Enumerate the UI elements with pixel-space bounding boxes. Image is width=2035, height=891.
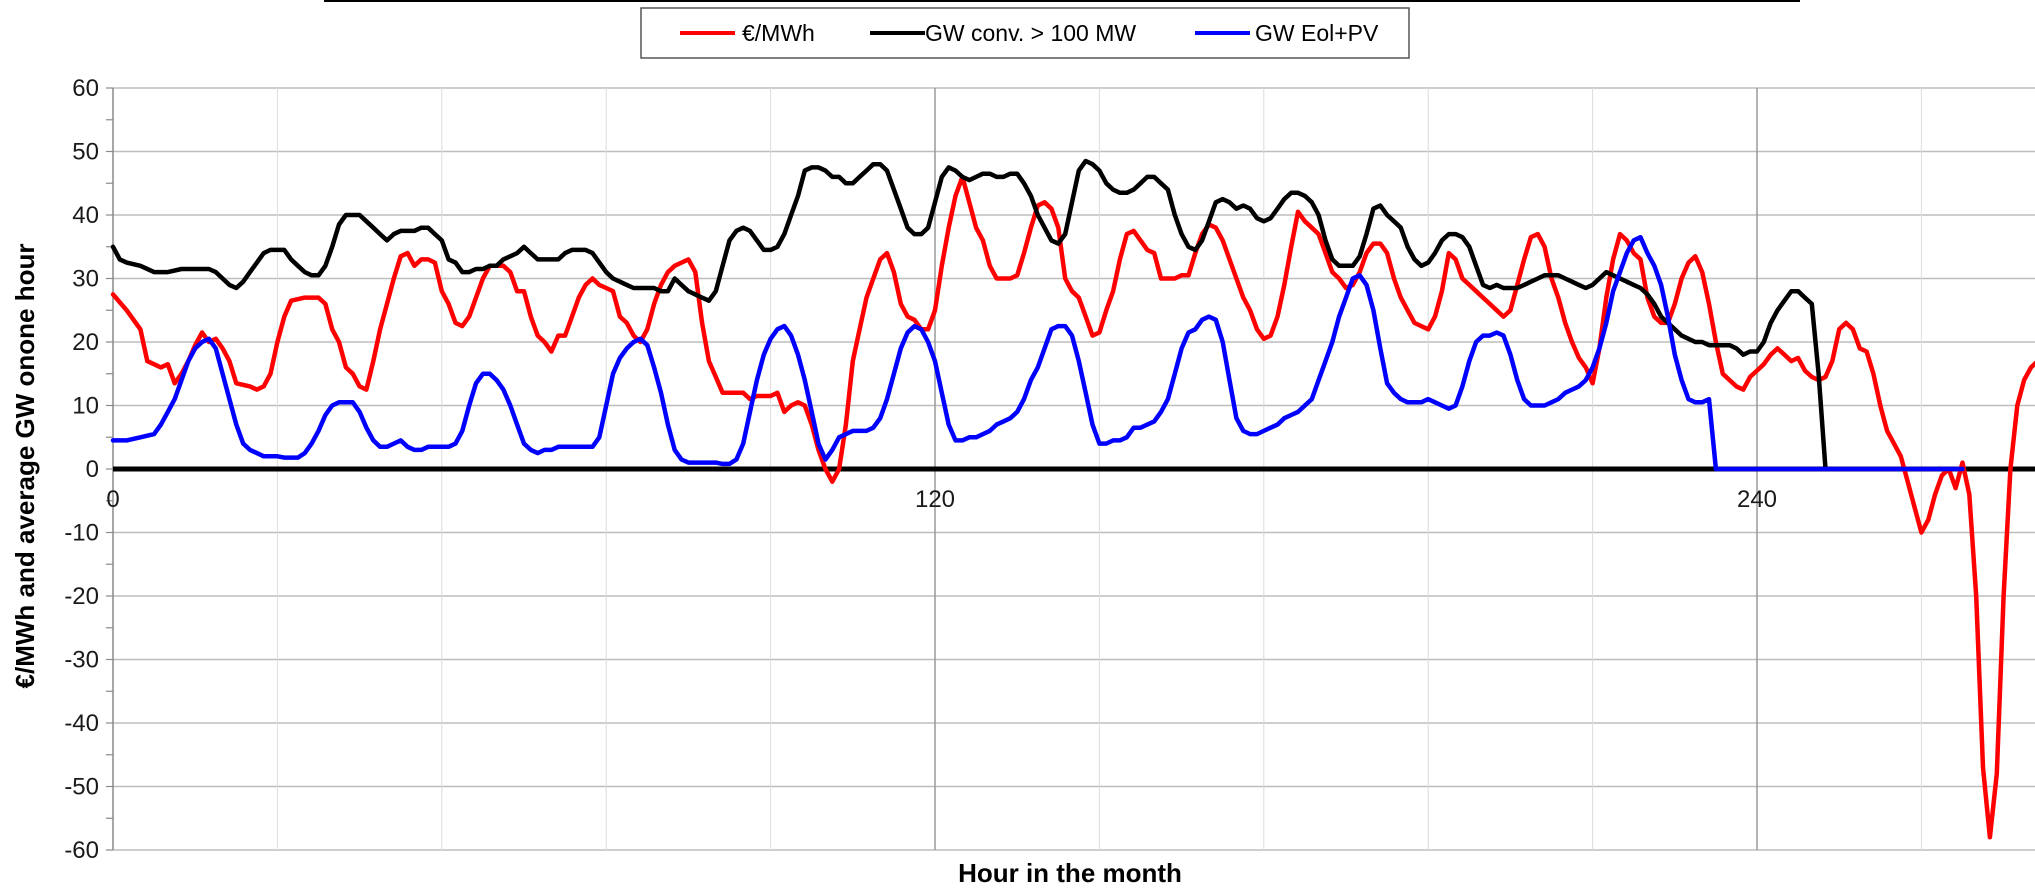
- y-axis-tick-labels: 60 50 40 30 20 10 0 -10 -20 -30 -40 -50 -60: [64, 75, 99, 864]
- x-tick-label: 0: [106, 486, 119, 513]
- series-lines: [110, 158, 2035, 840]
- series-price-line: [110, 174, 2035, 840]
- series-conventional-line: [110, 158, 1828, 472]
- x-tick-label: 240: [1737, 486, 1777, 513]
- x-axis-tick-labels: 0 120 240: [106, 486, 1777, 513]
- x-tick-label: 120: [915, 486, 955, 513]
- legend-label-conventional: GW conv. > 100 MW: [925, 20, 1136, 46]
- legend-label-price: €/MWh: [742, 20, 815, 46]
- legend: €/MWh GW conv. > 100 MW GW Eol+PV: [640, 7, 1410, 59]
- y-axis-title: €/MWh and average GW onone hour: [10, 244, 40, 689]
- y-tick-label: -50: [64, 774, 99, 801]
- x-axis-title: Hour in the month: [958, 858, 1182, 886]
- y-tick-label: -40: [64, 710, 99, 737]
- y-tick-label: -60: [64, 837, 99, 864]
- y-tick-label: 10: [72, 393, 99, 420]
- series-renewable-line: [110, 234, 1965, 472]
- legend-box: [640, 7, 1410, 59]
- y-tick-label: 20: [72, 329, 99, 356]
- legend-label-renewable: GW Eol+PV: [1255, 20, 1379, 46]
- y-tick-label: 30: [72, 266, 99, 293]
- y-tick-label: 50: [72, 139, 99, 166]
- y-tick-label: 40: [72, 202, 99, 229]
- y-tick-label: 0: [86, 456, 99, 483]
- y-tick-label: 60: [72, 75, 99, 102]
- y-tick-label: -30: [64, 647, 99, 674]
- y-tick-label: -20: [64, 583, 99, 610]
- y-tick-label: -10: [64, 520, 99, 547]
